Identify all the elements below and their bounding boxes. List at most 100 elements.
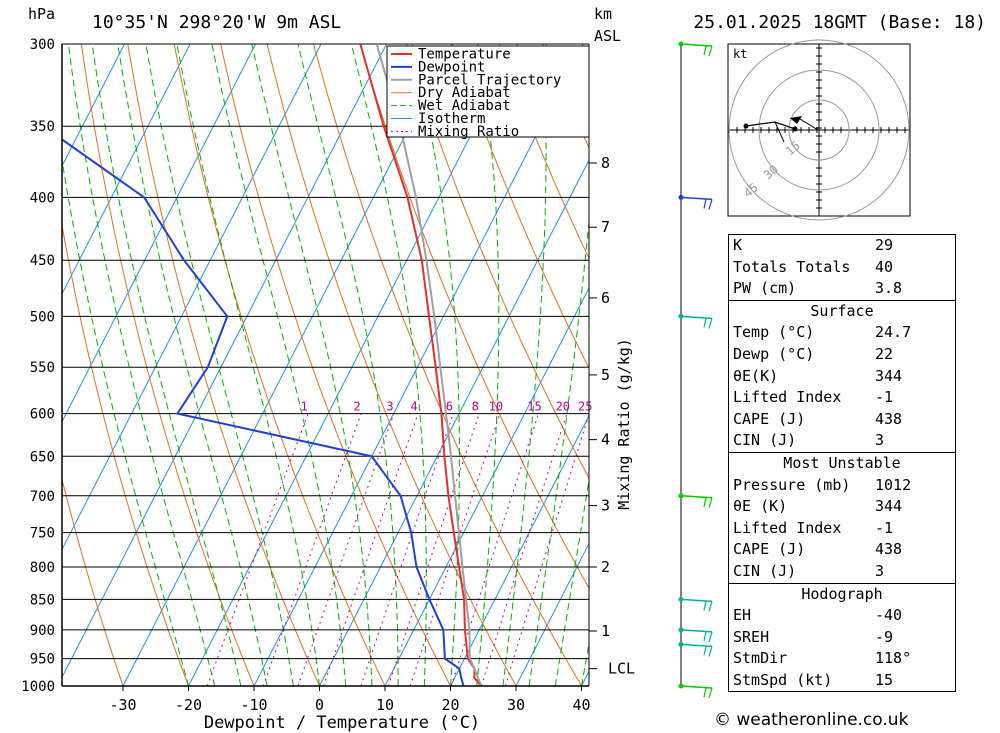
wet-adiabat-line (554, 477, 589, 686)
wind-barb (678, 596, 713, 612)
legend-entry: Parcel Trajectory (418, 72, 561, 88)
index-value: 22 (875, 344, 894, 363)
x-tick-label: 10 (376, 696, 394, 714)
index-value: -1 (875, 388, 894, 407)
barb-staff (680, 643, 713, 648)
barb-feather (703, 687, 707, 698)
index-label: PW (cm) (733, 279, 797, 298)
index-value: 438 (875, 540, 903, 559)
barb-staff (680, 598, 713, 603)
index-row: Dewp (°C) 22 (729, 344, 955, 366)
wind-barb (678, 627, 713, 642)
isotherm-line (62, 44, 125, 168)
mixing-ratio-line (360, 413, 454, 686)
index-row: CAPE (J) 438 (729, 539, 955, 561)
index-label: StmDir (733, 649, 788, 668)
index-row: Temp (°C) 24.7 (729, 322, 955, 344)
index-label: θE (K) (733, 497, 788, 516)
index-label: CAPE (J) (733, 409, 806, 428)
index-value: -1 (875, 518, 894, 537)
isotherm-line (62, 44, 191, 295)
mixing-ratio-label: 1 (300, 400, 307, 414)
wind-barb (678, 641, 713, 657)
km-tick-label: 1 (601, 622, 610, 640)
km-tick-label: 2 (601, 558, 610, 576)
hodograph-point (743, 123, 749, 129)
index-row: StmSpd (kt) 15 (729, 670, 955, 692)
hodograph-ring (788, 99, 850, 161)
mixing-ratio-label: 15 (527, 400, 541, 414)
mixing-ratio-line (480, 413, 568, 686)
mixing-ratio-label: 2 (354, 400, 361, 414)
dry-adiabat-line (498, 44, 589, 260)
index-row: θE(K) 344 (729, 366, 955, 388)
barb-feather (708, 601, 713, 612)
hodograph-section: Hodograph EH -40 SREH -9 StmDir 118° StmSpd (kt… (729, 582, 955, 692)
pressure-unit-label: hPa (28, 5, 55, 23)
barb-staff (680, 43, 713, 47)
km-tick-label: 8 (601, 154, 610, 172)
index-label: θE(K) (733, 366, 779, 385)
height-unit-label: km (594, 5, 612, 23)
barb-feather (703, 631, 707, 641)
wind-barb (678, 493, 713, 508)
pressure-label: 700 (30, 489, 55, 505)
dry-adiabat-line (964, 44, 1000, 686)
profile-parcel-trajectory (375, 44, 483, 686)
barb-staff (680, 495, 713, 499)
mixing-ratio-label: 4 (410, 400, 417, 414)
index-row: EH -40 (729, 605, 955, 627)
index-row: Totals Totals 40 (729, 257, 955, 279)
pressure-label: 500 (30, 309, 55, 325)
barb-feather (703, 45, 707, 56)
index-value: 24.7 (875, 323, 912, 342)
index-label: Pressure (mb) (733, 475, 851, 494)
index-row: CAPE (J) 438 (729, 409, 955, 431)
x-tick-label: -10 (240, 696, 267, 714)
index-value: 3 (875, 561, 885, 580)
index-label: Temp (°C) (733, 323, 815, 342)
index-value: 3.8 (875, 279, 903, 298)
most-unstable-section: Most Unstable Pressure (mb) 1012 θE (K) 344 L… (729, 451, 955, 583)
index-row: K 29 (729, 235, 955, 257)
mixing-ratio-label: 10 (489, 400, 503, 414)
mixing-ratio-labels: 1 2 3 4 6 8 10 15 20 25 (300, 400, 592, 414)
dry-adiabat-line (220, 44, 451, 686)
wet-adiabat-line (62, 156, 189, 686)
isotherm-line (253, 44, 584, 686)
hodograph-ring (728, 39, 910, 221)
x-tick-label: -20 (175, 696, 202, 714)
dry-adiabat-line (266, 44, 517, 686)
index-row: Lifted Index -1 (729, 387, 955, 409)
pressure-label: 550 (30, 360, 55, 376)
pressure-label: 350 (30, 119, 55, 135)
general-indices: K 29 Totals Totals 40 PW (cm) 3.8 (729, 235, 955, 300)
legend-entry: Mixing Ratio (418, 124, 519, 140)
x-tick-label: 40 (572, 696, 590, 714)
x-tick-label: 0 (315, 696, 324, 714)
datetime-title: 25.01.2025 18GMT (Base: 18) (693, 12, 986, 33)
axes: -30 -20 -10 0 10 20 30 40 Dewpoint / Temperature… (61, 44, 635, 733)
pressure-label: 450 (30, 253, 55, 269)
hodograph-point (792, 126, 798, 132)
wind-barb (678, 41, 713, 57)
index-value: 15 (875, 670, 894, 689)
index-row: Lifted Index -1 (729, 518, 955, 540)
section-title: Most Unstable (783, 453, 901, 472)
wet-adiabat-line (581, 641, 589, 686)
index-label: EH (733, 606, 752, 625)
isotherm-line (122, 44, 453, 686)
km-tick-label: 5 (601, 366, 610, 384)
dry-adiabat-line (313, 44, 582, 686)
km-tick-label: LCL (608, 660, 635, 678)
pressure-label: 300 (30, 37, 55, 53)
storm-motion-marker (790, 116, 802, 124)
pressure-label: 850 (30, 592, 55, 608)
barb-feather (708, 497, 713, 508)
profiles (62, 44, 483, 686)
mixing-ratio-label: 25 (578, 400, 592, 414)
barb-feather (703, 199, 707, 209)
barb-feather (703, 601, 707, 611)
